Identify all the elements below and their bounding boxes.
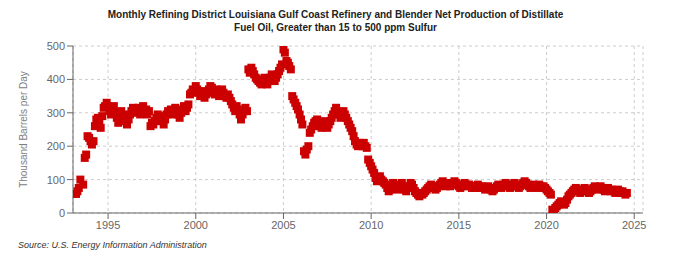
svg-text:300: 300	[47, 107, 65, 119]
html-text:Source: U.S. Energy Informatio: Source: U.S. Energy Information Administ…	[18, 240, 207, 250]
svg-text:2000: 2000	[184, 219, 208, 231]
svg-text:2025: 2025	[622, 219, 646, 231]
svg-text:400: 400	[47, 73, 65, 85]
svg-text:2015: 2015	[447, 219, 471, 231]
svg-text:2005: 2005	[271, 219, 295, 231]
svg-text:2020: 2020	[534, 219, 558, 231]
svg-text:2010: 2010	[359, 219, 383, 231]
svg-text:500: 500	[47, 40, 65, 52]
svg-text:200: 200	[47, 140, 65, 152]
svg-text:1995: 1995	[96, 219, 120, 231]
svg-text:0: 0	[59, 207, 65, 219]
html-text:Monthly Refining District Loui: Monthly Refining District Louisiana Gulf…	[107, 9, 564, 33]
svg-text:100: 100	[47, 174, 65, 186]
svg-text:Thousand Barrels per Day: Thousand Barrels per Day	[18, 71, 29, 188]
